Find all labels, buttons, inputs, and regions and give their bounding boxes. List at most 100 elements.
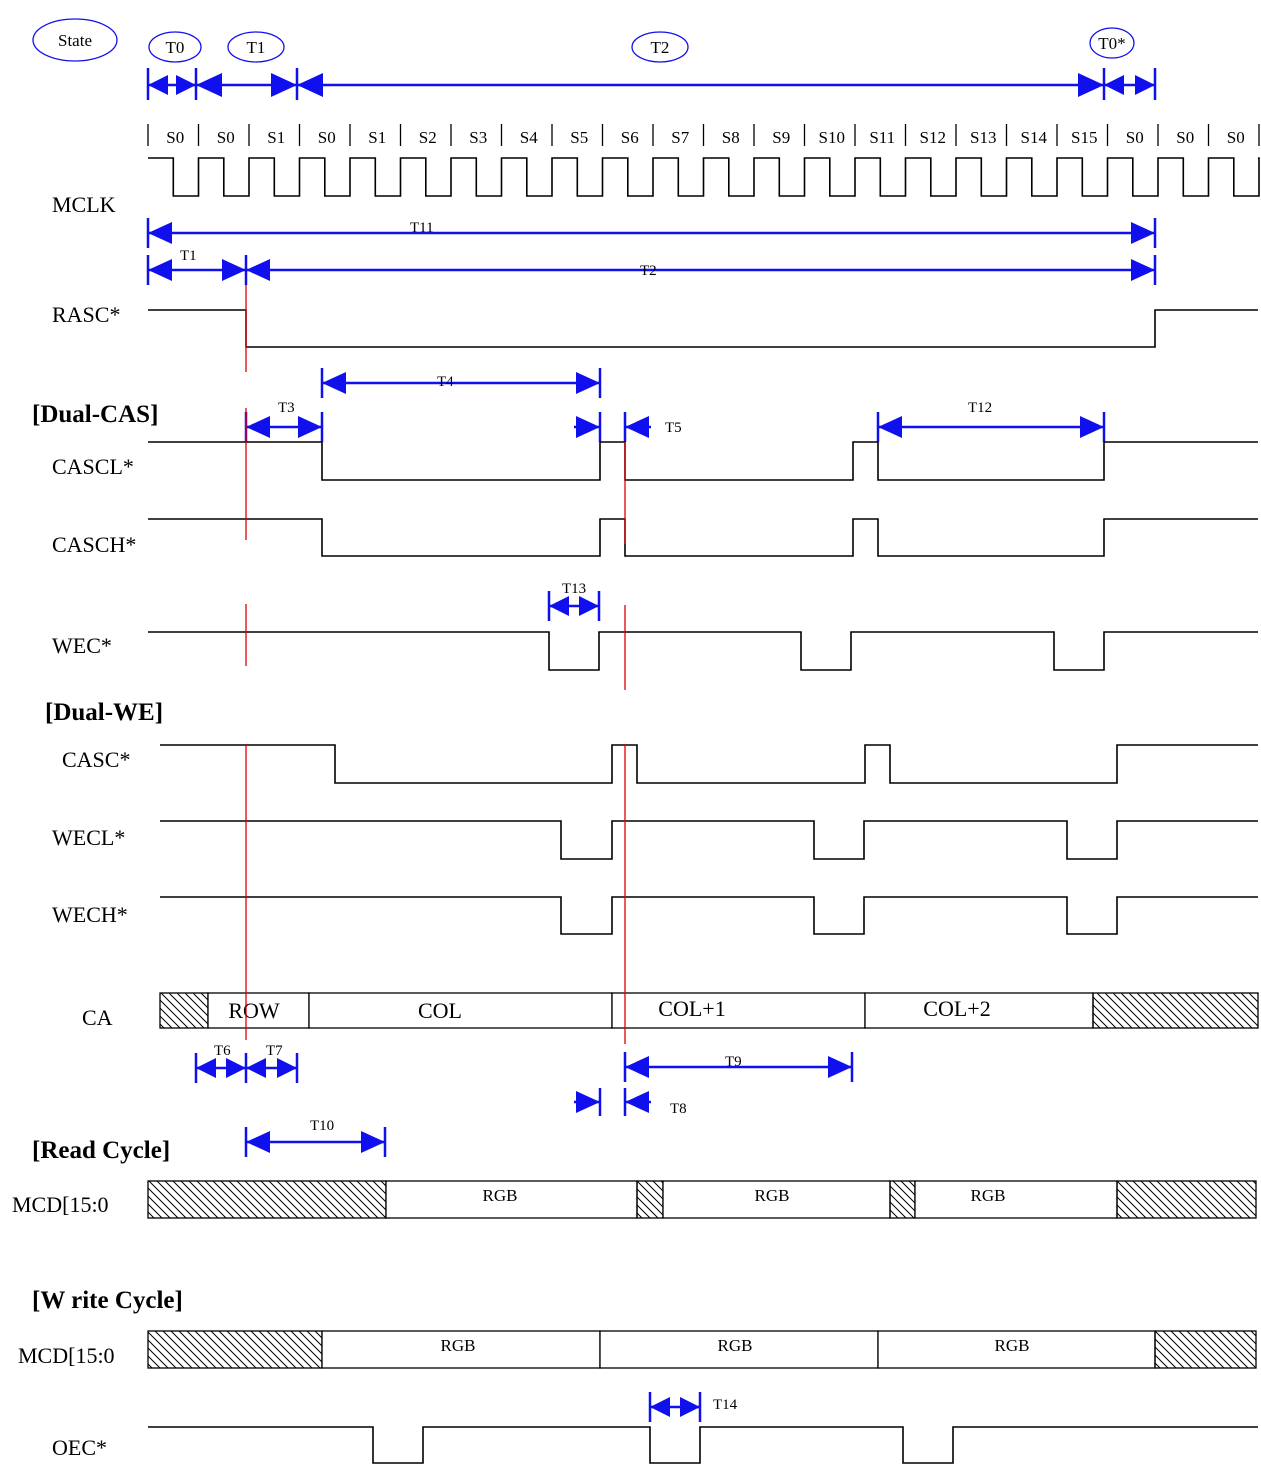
clock-state-label: S0	[318, 128, 336, 147]
t2-state-label: T2	[651, 38, 670, 57]
t4-label: T4	[437, 374, 454, 390]
rasc-waveform	[148, 309, 1258, 348]
wecl-waveform	[160, 820, 1258, 860]
ca-timing-arrows: T6 T7 T9 T8	[194, 1043, 854, 1117]
read-rgb-segment	[662, 1180, 891, 1219]
ca-label: CA	[82, 1005, 113, 1030]
write-cycle-header: [W rite Cycle]	[32, 1287, 183, 1314]
arrow-head	[176, 75, 196, 95]
read-rgb-label: RGB	[755, 1186, 790, 1205]
mclk-waveform	[148, 157, 1260, 197]
ca-row-label: ROW	[228, 998, 280, 1023]
t13-label: T13	[562, 581, 586, 597]
ca-col1-segment	[611, 992, 866, 1029]
read-rgb-segment	[914, 1180, 1118, 1219]
write-rgb-label: RGB	[441, 1336, 476, 1355]
rasc-timing-arrows: T11 T1 T2	[146, 218, 1157, 285]
cascl-label: CASCL*	[52, 454, 134, 479]
read-rgb-label: RGB	[483, 1186, 518, 1205]
cascl-waveform	[148, 441, 1258, 481]
read-data-bus: RGB RGB RGB	[147, 1180, 1257, 1219]
clock-state-label: S0	[1176, 128, 1194, 147]
wec-label: WEC*	[52, 633, 112, 658]
wech-waveform	[160, 896, 1258, 935]
t1-state-label: T1	[247, 38, 266, 57]
ca-col-segment	[308, 992, 613, 1029]
clock-state-label: S0	[1227, 128, 1245, 147]
write-rgb-segment	[599, 1330, 879, 1369]
state-arrows	[146, 68, 1157, 100]
write-rgb-segment	[321, 1330, 601, 1369]
t0star-state-label: T0*	[1098, 34, 1125, 53]
clock-state-label: S1	[368, 128, 386, 147]
ca-col2-label: COL+2	[923, 996, 990, 1021]
read-hatch-segment	[889, 1180, 916, 1219]
clock-state-label: S3	[469, 128, 487, 147]
clock-state-label: S8	[722, 128, 740, 147]
t2-label: T2	[640, 263, 657, 279]
clock-state-label: S15	[1071, 128, 1097, 147]
t1-label: T1	[180, 248, 197, 264]
read-hatch-segment	[636, 1180, 664, 1219]
casc-waveform	[160, 744, 1258, 784]
t13-arrow: T13	[547, 581, 601, 621]
ca-col-label: COL	[418, 998, 462, 1023]
read-hatch-segment	[1116, 1180, 1257, 1219]
read-rgb-label: RGB	[971, 1186, 1006, 1205]
clock-state-label: S0	[1126, 128, 1144, 147]
write-rgb-segment	[877, 1330, 1156, 1369]
clock-state-label: S0	[217, 128, 235, 147]
clock-state-label: S0	[166, 128, 184, 147]
clock-state-label: S2	[419, 128, 437, 147]
dual-we-header: [Dual-WE]	[45, 699, 163, 726]
oec-waveform	[148, 1426, 1258, 1464]
t5-label: T5	[665, 420, 682, 436]
clock-state-label: S11	[869, 128, 895, 147]
clock-state-row: S0 S0 S1 S0 S1 S2 S3 S4 S5 S6 S7 S8 S9 S10 S11 S12 S13 S1…	[147, 124, 1260, 147]
wech-label: WECH*	[52, 902, 128, 927]
t10-label: T10	[310, 1118, 334, 1134]
clock-state-label: S13	[970, 128, 996, 147]
mcd-read-label: MCD[15:0	[12, 1192, 109, 1217]
t11-label: T11	[410, 220, 434, 236]
clock-state-label: S14	[1021, 128, 1048, 147]
casch-waveform	[148, 518, 1258, 557]
t7-label: T7	[266, 1043, 283, 1059]
state-ellipse	[32, 18, 118, 62]
reference-lines	[245, 285, 626, 1044]
t8-label: T8	[670, 1101, 687, 1117]
write-hatch-segment	[1154, 1330, 1257, 1369]
ca-bus: ROW COL COL+1 COL+2	[159, 992, 1259, 1029]
wecl-label: WECL*	[52, 825, 125, 850]
t0-ellipse	[148, 31, 202, 63]
t3-label: T3	[278, 400, 295, 416]
read-cycle-header: [Read Cycle]	[32, 1137, 170, 1164]
t12-label: T12	[968, 400, 992, 416]
t9-label: T9	[725, 1054, 742, 1070]
ca-col2-segment	[864, 992, 1094, 1029]
t2-ellipse	[631, 31, 689, 63]
mcd-write-label: MCD[15:0	[18, 1343, 115, 1368]
ca-hatch-segment	[1092, 992, 1259, 1029]
t0-state-label: T0	[166, 38, 185, 57]
mclk-label: MCLK	[52, 192, 116, 217]
clock-state-label: S9	[772, 128, 790, 147]
t10-arrow: T10	[244, 1118, 387, 1157]
dual-cas-header: [Dual-CAS]	[32, 401, 158, 428]
read-rgb-segment	[385, 1180, 638, 1219]
t6-label: T6	[214, 1043, 231, 1059]
casc-label: CASC*	[62, 747, 130, 772]
cas-timing-arrows: T4 T3 T5 T12	[244, 368, 1106, 442]
t14-label: T14	[713, 1397, 738, 1413]
oec-label: OEC*	[52, 1435, 107, 1460]
state-row: State T0 T1 T2 T0*	[32, 18, 1135, 63]
t14-arrow: T14	[648, 1392, 738, 1422]
clock-state-label: S4	[520, 128, 538, 147]
wec-waveform	[148, 631, 1258, 671]
write-data-bus: RGB RGB RGB	[147, 1330, 1257, 1369]
ca-hatch-segment	[159, 992, 209, 1029]
arrow-head	[148, 75, 168, 95]
rasc-label: RASC*	[52, 302, 120, 327]
